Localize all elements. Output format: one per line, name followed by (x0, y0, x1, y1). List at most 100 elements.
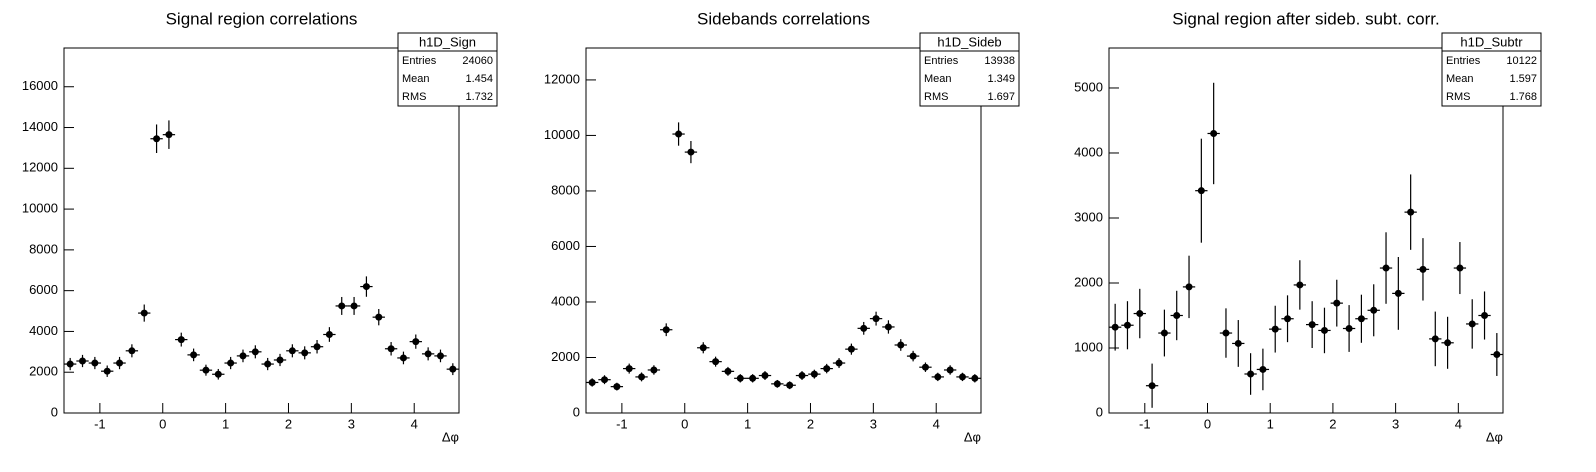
data-point (128, 347, 136, 355)
data-point (736, 374, 744, 382)
x-tick-label: -1 (94, 416, 106, 431)
data-point (264, 360, 272, 368)
data-point (798, 372, 806, 380)
data-point (847, 345, 855, 353)
data-point (1481, 311, 1489, 319)
x-tick-label: -1 (616, 416, 628, 431)
stats-value: 1.454 (465, 73, 493, 85)
data-point (662, 326, 670, 334)
data-point (424, 350, 432, 358)
stats-value: 1.349 (987, 73, 1015, 85)
stats-box (1441, 32, 1542, 107)
data-point (1111, 323, 1119, 331)
data-point (116, 359, 124, 367)
data-point (387, 345, 395, 353)
data-point (1271, 325, 1279, 333)
y-tick-label: 3000 (1074, 209, 1103, 224)
x-tick-label: 0 (159, 416, 166, 431)
data-point (588, 378, 596, 386)
x-axis-label: Δφ (442, 429, 459, 444)
data-point (687, 148, 695, 156)
stats-value: 24060 (462, 55, 493, 67)
data-point (1259, 365, 1267, 373)
data-point (1308, 321, 1316, 329)
data-point (1234, 339, 1242, 347)
stats-value: 1.697 (987, 91, 1015, 103)
data-point (412, 338, 420, 346)
stats-label: Mean (1446, 73, 1474, 85)
data-point (227, 359, 235, 367)
plot-frame (585, 47, 982, 414)
data-point (761, 372, 769, 380)
data-point (712, 358, 720, 366)
stats-label: RMS (402, 91, 426, 103)
data-point (276, 356, 284, 364)
data-point (786, 381, 794, 389)
x-tick-label: 1 (744, 416, 751, 431)
data-point (897, 341, 905, 349)
x-axis-label: Δφ (964, 429, 981, 444)
y-tick-label: 8000 (551, 182, 580, 197)
data-point (601, 376, 609, 384)
data-point (1247, 370, 1255, 378)
data-point (958, 373, 966, 381)
data-point (1333, 299, 1341, 307)
data-point (251, 348, 259, 356)
data-point (1160, 329, 1168, 337)
y-tick-label: 2000 (1074, 274, 1103, 289)
data-point (301, 349, 309, 357)
data-point (1320, 326, 1328, 334)
data-point (1173, 311, 1181, 319)
x-axis-label: Δφ (1486, 429, 1503, 444)
x-tick-label: 4 (1455, 416, 1462, 431)
data-point (650, 366, 658, 374)
y-tick-label: 12000 (22, 160, 58, 175)
y-tick-label: 12000 (544, 71, 580, 86)
x-tick-label: -1 (1139, 416, 1151, 431)
data-point (103, 367, 111, 375)
chart-title: Signal region after sideb. subt. corr. (1172, 9, 1439, 28)
y-tick-label: 0 (51, 404, 58, 419)
data-point (1382, 264, 1390, 272)
data-point (1407, 208, 1415, 216)
data-point (773, 380, 781, 388)
data-point (971, 374, 979, 382)
x-tick-label: 2 (285, 416, 292, 431)
data-point (338, 302, 346, 310)
data-point (79, 357, 87, 365)
x-tick-label: 1 (1267, 416, 1274, 431)
y-tick-label: 16000 (22, 78, 58, 93)
data-point (190, 351, 198, 359)
data-point (153, 135, 161, 143)
x-tick-label: 0 (681, 416, 688, 431)
stats-box (919, 32, 1020, 107)
data-point (1431, 335, 1439, 343)
x-tick-label: 3 (1392, 416, 1399, 431)
data-point (1357, 315, 1365, 323)
x-tick-label: 2 (807, 416, 814, 431)
data-point (1345, 324, 1353, 332)
y-tick-label: 10000 (544, 127, 580, 142)
data-point (1444, 339, 1452, 347)
x-tick-label: 3 (348, 416, 355, 431)
x-tick-label: 2 (1329, 416, 1336, 431)
stats-value: 10122 (1506, 55, 1537, 67)
stats-value: 1.768 (1509, 91, 1537, 103)
data-point (375, 313, 383, 321)
data-point (436, 352, 444, 360)
x-tick-label: 4 (411, 416, 418, 431)
y-tick-label: 1000 (1074, 339, 1103, 354)
data-point (313, 343, 321, 351)
data-point (749, 374, 757, 382)
data-point (1284, 315, 1292, 323)
data-point (675, 130, 683, 138)
plot-frame (1108, 47, 1504, 414)
y-tick-label: 6000 (551, 238, 580, 253)
y-tick-label: 4000 (551, 293, 580, 308)
data-point (921, 363, 929, 371)
x-tick-label: 0 (1204, 416, 1211, 431)
data-point (1148, 382, 1156, 390)
data-point (350, 302, 358, 310)
data-point (399, 354, 407, 362)
